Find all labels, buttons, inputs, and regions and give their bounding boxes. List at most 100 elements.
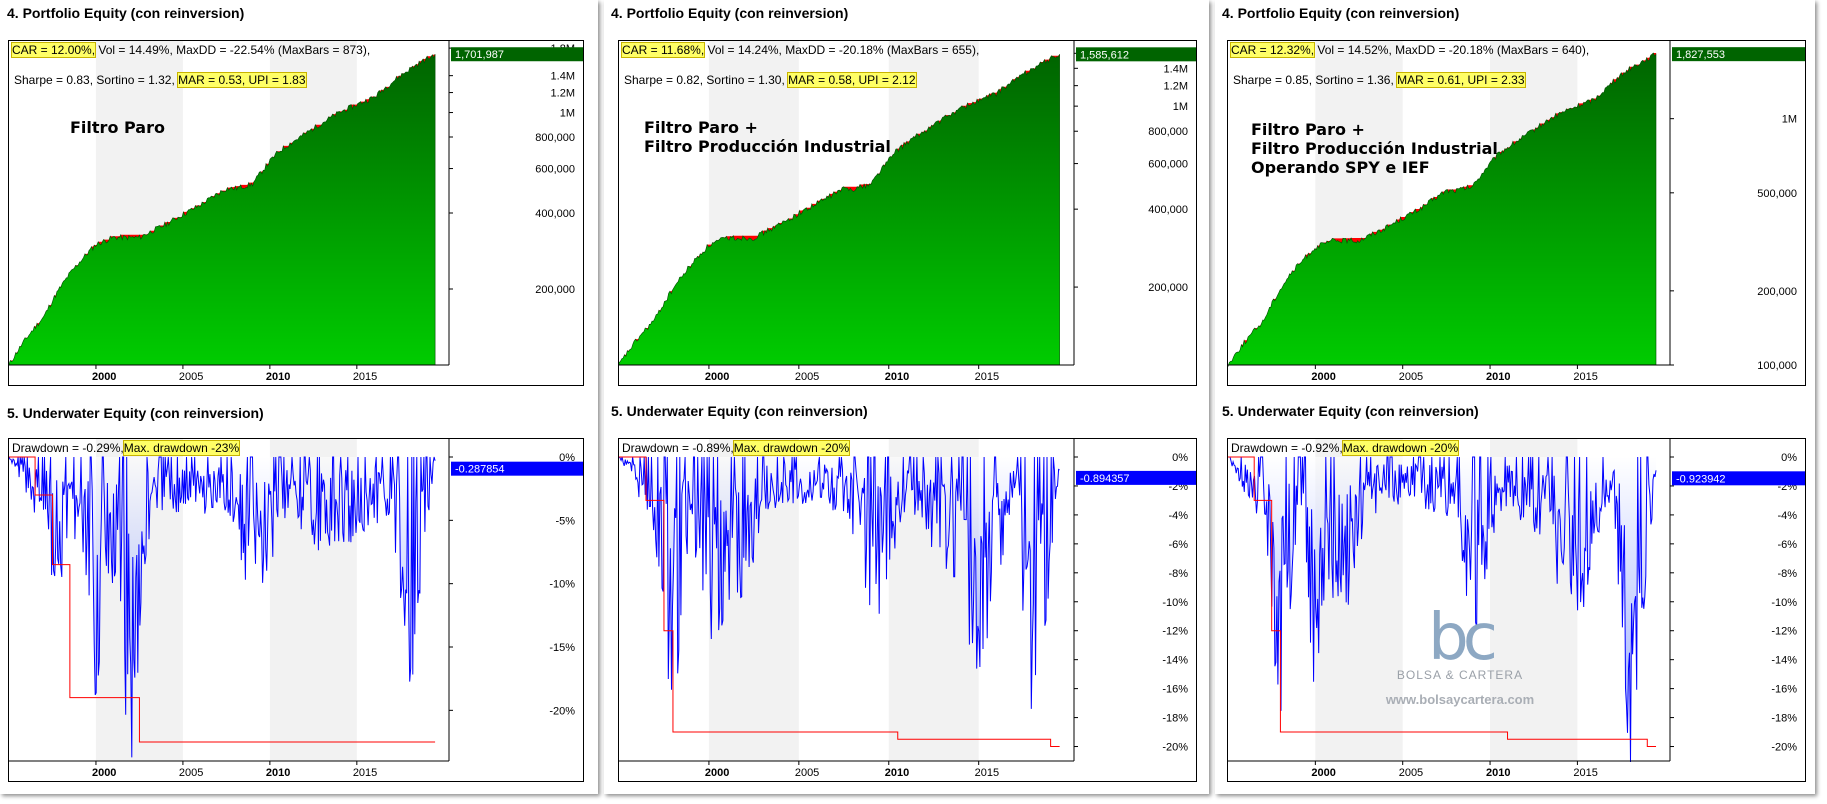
drawdown-stats: Drawdown = -0.29%,Max. drawdown -23% [12,440,241,456]
y-tick-label: -18% [1771,713,1797,725]
underwater-value-tag [1076,470,1196,485]
x-tick-label: 2010 [266,767,290,779]
stats-line-1: CAR = 12.00%, Vol = 14.49%, MaxDD = -22.… [10,42,371,58]
max-drawdown-badge: Max. drawdown -20% [1341,440,1460,456]
y-tick-label: -10% [1162,597,1188,609]
underwater-value-tag [451,461,583,476]
y-tick-label: 1.2M [551,88,575,100]
max-drawdown-line [619,456,1060,748]
equity-chart-title: 4. Portfolio Equity (con reinversion) [611,5,849,21]
underwater-value-label: -0.894357 [1080,473,1130,485]
x-tick-label: 2005 [795,371,819,383]
y-tick-label: -15% [549,642,575,654]
strategy-annotation: Filtro Paro + Filtro Producción Industria… [1251,120,1498,177]
underwater-chart: 0% -2% -4% -6% -8% -10% -12% -14% -16% -18% -20% 20… [618,438,1197,782]
max-drawdown-line [1228,456,1657,748]
equity-area [1228,52,1657,367]
x-tick-label: 2000 [92,767,116,779]
underwater-chart-svg: 0% -5% -10% -15% -20% 2000 2005 2010 2015 -0.2878… [9,439,583,779]
x-tick-label: 2005 [795,767,819,779]
equity-chart-svg: 200,000400,000600,000800,0001M1.2M1.4M1.… [9,41,583,383]
x-tick-label: 2010 [1486,767,1510,779]
y-tick-label: -18% [1162,713,1188,725]
x-tick-label: 2005 [1399,371,1423,383]
underwater-fill [1228,457,1657,762]
car-badge: CAR = 11.68%, [620,42,706,58]
max-drawdown-line [9,456,436,743]
strategy-annotation: Filtro Paro [70,118,165,137]
y-tick-label: 600,000 [535,164,575,176]
y-tick-label: -16% [1162,684,1188,696]
x-tick-label: 2015 [353,767,377,779]
equity-value-tag [451,47,583,62]
x-tick-label: 2000 [1311,767,1335,779]
x-tick-label: 2005 [179,767,203,779]
stats-line-1: CAR = 12.32%, Vol = 14.52%, MaxDD = -20.… [1229,42,1590,58]
x-tick-label: 2000 [1311,371,1335,383]
mar-upi-badge: MAR = 0.58, UPI = 2.12 [787,72,917,88]
underwater-line [9,456,436,758]
y-tick-label: 1M [1173,101,1188,113]
y-tick-label: 400,000 [535,208,575,220]
equity-chart: 200,000400,000600,000800,0001M1.2M1.4M1.… [8,40,584,386]
equity-area [619,54,1060,366]
x-tick-label: 2015 [975,371,999,383]
underwater-chart-title: 5. Underwater Equity (con reinversion) [7,405,264,421]
strategy-annotation: Filtro Paro + Filtro Producción Industria… [644,118,891,156]
equity-chart-title: 4. Portfolio Equity (con reinversion) [1222,5,1460,21]
y-tick-label: -8% [1168,568,1188,580]
car-badge: CAR = 12.32%, [1229,42,1316,58]
stats-line-2: Sharpe = 0.85, Sortino = 1.36, MAR = 0.6… [1233,72,1526,88]
y-tick-label: 0% [1781,452,1797,464]
underwater-chart: 0% -2% -4% -6% -8% -10% -12% -14% -16% -18% -20% 20… [1227,438,1806,782]
max-drawdown-badge: Max. drawdown -20% [732,440,851,456]
x-tick-label: 2000 [92,371,116,383]
y-tick-label: -6% [1168,539,1188,551]
y-tick-label: 200,000 [535,284,575,296]
y-tick-label: 200,000 [1148,282,1188,294]
panel-filtro-paro-produccion: 4. Portfolio Equity (con reinversion) 20… [604,0,1209,794]
y-tick-label: -20% [1771,742,1797,754]
x-tick-label: 2005 [1399,767,1423,779]
x-tick-label: 2000 [705,767,729,779]
y-tick-label: 800,000 [535,132,575,144]
equity-chart-svg: 200,000400,000600,000800,0001M1.2M1.4M1.… [619,41,1196,383]
equity-chart-svg: 100,000 200,000 500,000 1M 2000 2005 2010 2015 1… [1228,41,1805,383]
equity-area [9,54,436,366]
y-tick-label: 0% [1172,452,1188,464]
y-tick-label: 400,000 [1148,204,1188,216]
underwater-chart: 0% -5% -10% -15% -20% 2000 2005 2010 2015 -0.2878… [8,438,584,782]
y-tick-label: -14% [1771,655,1797,667]
underwater-chart-svg: 0%-2%-4%-6%-8%-10%-12%-14%-16%-18%-20%20… [1228,439,1805,779]
car-badge: CAR = 12.00%, [10,42,97,58]
y-tick-label: 1M [1782,114,1797,126]
underwater-chart-svg: 0%-2%-4%-6%-8%-10%-12%-14%-16%-18%-20%20… [619,439,1196,779]
x-tick-label: 2015 [353,371,377,383]
y-tick-label: -20% [549,705,575,717]
x-tick-label: 2015 [1573,767,1597,779]
y-tick-label: -5% [555,515,575,527]
y-tick-label: -12% [1771,626,1797,638]
max-drawdown-badge: Max. drawdown -23% [122,440,241,456]
stats-line-1: CAR = 11.68%, Vol = 14.24%, MaxDD = -20.… [620,42,980,58]
y-tick-label: 1M [560,108,575,120]
y-tick-label: 200,000 [1757,286,1797,298]
y-tick-label: 100,000 [1757,360,1797,372]
underwater-value-label: -0.287854 [455,464,505,476]
y-tick-label: 1.4M [1164,63,1188,75]
x-tick-label: 2015 [1573,371,1597,383]
y-tick-label: -6% [1777,539,1797,551]
x-tick-label: 2010 [885,371,909,383]
equity-value-tag [1672,47,1805,62]
y-tick-label: -20% [1162,742,1188,754]
x-tick-label: 2000 [705,371,729,383]
mar-upi-badge: MAR = 0.61, UPI = 2.33 [1396,72,1526,88]
y-tick-label: -12% [1162,626,1188,638]
y-tick-label: -8% [1777,568,1797,580]
y-tick-label: -10% [549,579,575,591]
panel-filtro-paro-produccion-spy-ief: 4. Portfolio Equity (con reinversion) 10… [1215,0,1815,794]
y-tick-label: -4% [1168,510,1188,522]
equity-chart-title: 4. Portfolio Equity (con reinversion) [7,5,245,21]
y-tick-label: 1.4M [551,71,575,83]
equity-chart: 100,000 200,000 500,000 1M 2000 2005 2010 2015 1… [1227,40,1806,386]
